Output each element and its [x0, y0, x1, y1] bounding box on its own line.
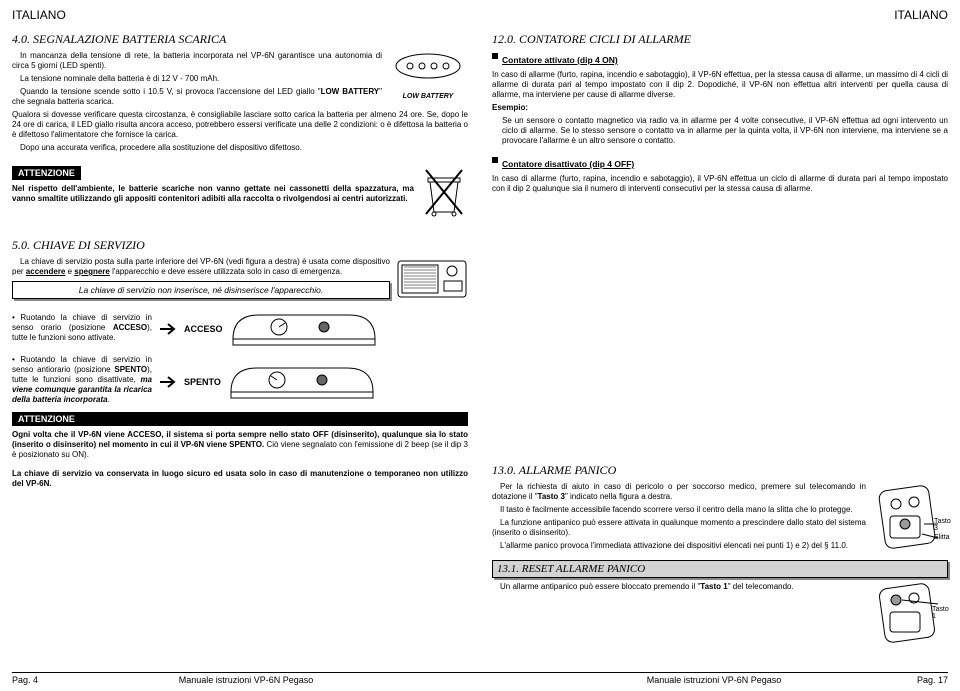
s40-att-text: Nel rispetto dell'ambiente, le batterie …: [12, 184, 414, 204]
arrow-right-icon: [158, 321, 178, 337]
remote-icon-1: Tasto 3 Slitta: [872, 482, 948, 556]
section-131-title: 13.1. RESET ALLARME PANICO: [492, 560, 948, 578]
footer-page-right: Pag. 17: [917, 675, 948, 685]
s130-p1: Per la richiesta di aiuto in caso di per…: [492, 482, 866, 502]
s131-body: Un allarme antipanico può essere bloccat…: [492, 582, 948, 648]
left-page: ITALIANO 4.0. SEGNALAZIONE BATTERIA SCAR…: [12, 8, 468, 648]
tasto1-label: Tasto 1: [932, 606, 949, 620]
section-130-title: 13.0. ALLARME PANICO: [492, 463, 948, 478]
s120-h2: Contatore disattivato (dip 4 OFF): [502, 159, 634, 169]
s120-h1: Contatore attivato (dip 4 ON): [502, 55, 618, 65]
s120-p3: In caso di allarme (furto, rapina, incen…: [492, 174, 948, 194]
lang-header-left: ITALIANO: [12, 8, 468, 22]
section-120-title: 12.0. CONTATORE CICLI DI ALLARME: [492, 32, 948, 47]
s40-p2: La tensione nominale della batteria è di…: [12, 74, 382, 84]
s120-h1-row: Contatore attivato (dip 4 ON): [492, 51, 948, 67]
s50-b1: Ruotando la chiave di servizio in senso …: [12, 313, 152, 343]
remote-icon-2: Tasto 1: [872, 582, 948, 648]
footer-manual-right: Manuale istruzioni VP-6N Pegaso: [647, 675, 782, 685]
s40-p4: Qualora si dovesse verificare questa cir…: [12, 110, 468, 140]
s120-p2: Se un sensore o contatto magnetico via r…: [502, 116, 948, 146]
bullet-icon-2: [492, 157, 498, 163]
s131-p1: Un allarme antipanico può essere bloccat…: [492, 582, 866, 592]
s130-p4: L'allarme panico provoca l'immediata att…: [492, 541, 866, 551]
attention-label-2: ATTENZIONE: [12, 412, 468, 426]
s120-p1: In caso di allarme (furto, rapina, incen…: [492, 70, 948, 100]
section-50-title: 5.0. CHIAVE DI SERVIZIO: [12, 238, 468, 253]
s130-p3: La funzione antipanico può essere attiva…: [492, 518, 866, 538]
device-icon-small: [396, 257, 468, 303]
s50-intro: La chiave di servizio posta sulla parte …: [12, 257, 468, 303]
s50-framed-note: La chiave di servizio non inserisce, né …: [12, 281, 390, 299]
spento-label: SPENTO: [184, 377, 221, 387]
low-battery-icon: LOW BATTERY: [388, 51, 468, 100]
recycle-bin-icon: [420, 162, 468, 220]
section-40-title: 4.0. SEGNALAZIONE BATTERIA SCARICA: [12, 32, 468, 47]
s50-acceso-row: Ruotando la chiave di servizio in senso …: [12, 307, 468, 351]
lang-header-right: ITALIANO: [492, 8, 948, 22]
s50-p2: Ogni volta che il VP-6N viene ACCESO, il…: [12, 430, 468, 460]
s40-p5: Dopo una accurata verifica, procedere al…: [12, 143, 468, 153]
tasto3-label: Tasto 3: [934, 518, 951, 532]
s120-h2-row: Contatore disattivato (dip 4 OFF): [492, 155, 948, 171]
footer-page-left: Pag. 4: [12, 675, 38, 685]
device-bottom-acceso: [229, 307, 379, 351]
bullet-icon: [492, 53, 498, 59]
section-40-body: In mancanza della tensione di rete, la b…: [12, 51, 468, 110]
s130-p2: Il tasto è facilmente accessibile facend…: [492, 505, 866, 515]
s50-spento-row: Ruotando la chiave di servizio in senso …: [12, 355, 468, 408]
low-battery-caption: LOW BATTERY: [388, 93, 468, 100]
slitta-label: Slitta: [934, 534, 950, 541]
device-bottom-spento: [227, 360, 377, 404]
attention-label-1: ATTENZIONE: [12, 166, 81, 180]
s50-p3: La chiave di servizio va conservata in l…: [12, 469, 468, 489]
arrow-right-icon-2: [158, 374, 178, 390]
s40-p1: In mancanza della tensione di rete, la b…: [12, 51, 382, 71]
acceso-label: ACCESO: [184, 324, 223, 334]
footer: Pag. 4 Manuale istruzioni VP-6N Pegaso M…: [12, 672, 948, 685]
s130-body: Per la richiesta di aiuto in caso di per…: [492, 482, 948, 556]
right-page: ITALIANO 12.0. CONTATORE CICLI DI ALLARM…: [492, 8, 948, 648]
attention-row-1: ATTENZIONE Nel rispetto dell'ambiente, l…: [12, 162, 468, 220]
s120-ex: Esempio:: [492, 103, 948, 113]
s40-p3: Quando la tensione scende sotto i 10.5 V…: [12, 87, 382, 107]
footer-manual-left: Manuale istruzioni VP-6N Pegaso: [179, 675, 314, 685]
s50-p1: La chiave di servizio posta sulla parte …: [12, 257, 390, 277]
s50-b2: Ruotando la chiave di servizio in senso …: [12, 355, 152, 405]
